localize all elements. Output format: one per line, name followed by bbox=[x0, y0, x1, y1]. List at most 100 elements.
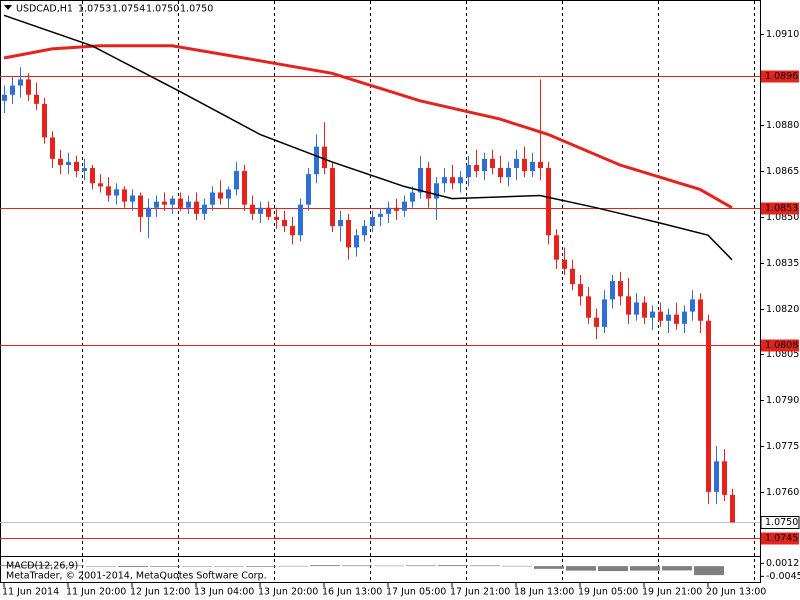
macd-tick-label: -0.00455 bbox=[766, 571, 800, 582]
candle-body bbox=[354, 235, 359, 248]
level-label-box bbox=[761, 532, 799, 545]
x-tick-label: 17 Jun 21:00 bbox=[450, 587, 510, 598]
macd-bar bbox=[406, 565, 436, 567]
macd-bar bbox=[22, 564, 52, 567]
candle-body bbox=[586, 296, 591, 318]
macd-bar bbox=[470, 565, 500, 567]
plot-frame bbox=[0, 0, 761, 583]
macd-bar bbox=[310, 565, 340, 567]
level-label: 1.0808 bbox=[765, 340, 798, 351]
candle-body bbox=[482, 158, 487, 172]
moving-average bbox=[3, 14, 733, 261]
candle-body bbox=[650, 311, 655, 318]
candle-body bbox=[538, 161, 543, 169]
candle-body bbox=[146, 207, 151, 217]
candle-body bbox=[298, 204, 303, 236]
macd-bar bbox=[566, 566, 596, 571]
x-tick-label: 19 Jun 21:00 bbox=[642, 587, 702, 598]
candle-body bbox=[274, 216, 279, 220]
candle-body bbox=[442, 177, 447, 184]
macd-bar bbox=[150, 566, 180, 567]
candle-body bbox=[626, 296, 631, 315]
candle-body bbox=[570, 268, 575, 285]
candle-body bbox=[306, 174, 311, 205]
candle-body bbox=[290, 226, 295, 236]
level-label: 1.0745 bbox=[765, 533, 798, 544]
candle-body bbox=[682, 311, 687, 324]
candle-body bbox=[610, 281, 615, 300]
current-price-box bbox=[760, 516, 800, 529]
x-tick-label: 11 Jun 2014 bbox=[2, 587, 59, 598]
candle-body bbox=[58, 158, 63, 165]
y-tick-label: 1.0760 bbox=[766, 487, 799, 498]
macd-bar bbox=[342, 565, 372, 567]
candle-body bbox=[98, 183, 103, 187]
menu-arrow[interactable] bbox=[4, 5, 12, 10]
candle-body bbox=[210, 192, 215, 205]
x-tick-label: 13 Jun 20:00 bbox=[258, 587, 318, 598]
macd-bar bbox=[438, 565, 468, 567]
y-tick-label: 1.0790 bbox=[766, 395, 799, 406]
macd-bar bbox=[598, 566, 628, 572]
candle-body bbox=[26, 79, 31, 95]
candle-body bbox=[330, 168, 335, 227]
level-label: 1.0896 bbox=[765, 71, 798, 82]
candle-body bbox=[138, 195, 143, 217]
candle-body bbox=[258, 207, 263, 214]
candle-body bbox=[282, 219, 287, 227]
macd-bar bbox=[0, 565, 20, 567]
candle-body bbox=[218, 192, 223, 199]
candle-body bbox=[18, 79, 23, 86]
candle-body bbox=[698, 299, 703, 321]
candle-body bbox=[362, 226, 367, 236]
level-label-box bbox=[761, 202, 799, 215]
candle-body bbox=[458, 177, 463, 184]
macd-bar bbox=[662, 566, 692, 571]
candle-body bbox=[522, 158, 527, 172]
candle-body bbox=[122, 189, 127, 202]
candle-body bbox=[418, 168, 423, 193]
y-tick-label: 1.0850 bbox=[766, 212, 799, 223]
level-label-box bbox=[761, 339, 799, 352]
candle-body bbox=[130, 195, 135, 202]
candle-body bbox=[10, 85, 15, 95]
candle-body bbox=[162, 201, 167, 205]
candle-body bbox=[426, 168, 431, 199]
y-tick-label: 1.0865 bbox=[766, 166, 799, 177]
y-tick-label: 1.0820 bbox=[766, 304, 799, 315]
level-label: 1.0853 bbox=[765, 203, 798, 214]
level-label-box bbox=[761, 70, 799, 83]
candle-body bbox=[730, 494, 735, 523]
candle-body bbox=[170, 198, 175, 205]
candle-body bbox=[506, 168, 511, 178]
candle-body bbox=[234, 171, 239, 190]
candle-body bbox=[394, 207, 399, 211]
macd-bar bbox=[182, 566, 212, 567]
x-tick-label: 19 Jun 05:00 bbox=[578, 587, 638, 598]
candle-body bbox=[434, 183, 439, 199]
y-tick-label: 1.0910 bbox=[766, 29, 799, 40]
candle-body bbox=[634, 302, 639, 315]
candle-body bbox=[514, 158, 519, 169]
x-tick-label: 17 Jun 05:00 bbox=[386, 587, 446, 598]
candle-body bbox=[562, 259, 567, 269]
candle-body bbox=[618, 281, 623, 297]
candle-body bbox=[450, 177, 455, 184]
candle-body bbox=[202, 204, 207, 214]
candle-body bbox=[2, 94, 7, 101]
candle-body bbox=[578, 284, 583, 297]
candle-body bbox=[346, 219, 351, 248]
candle-body bbox=[530, 161, 535, 172]
candle-body bbox=[386, 207, 391, 214]
candle-body bbox=[466, 164, 471, 178]
x-tick-label: 13 Jun 04:00 bbox=[194, 587, 254, 598]
candle-body bbox=[498, 168, 503, 178]
candle-body bbox=[490, 158, 495, 169]
candle-body bbox=[66, 161, 71, 165]
candle-body bbox=[594, 317, 599, 327]
macd-bar bbox=[502, 565, 532, 567]
candle-body bbox=[186, 201, 191, 208]
candle-body bbox=[546, 168, 551, 236]
candle-body bbox=[154, 201, 159, 208]
